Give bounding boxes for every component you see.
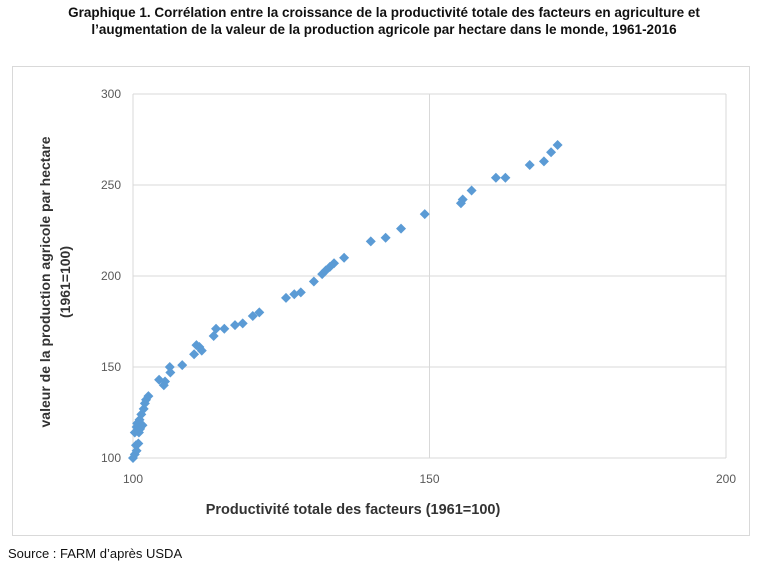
x-axis-label: Productivité totale des facteurs (1961=1… <box>206 502 501 518</box>
data-point <box>158 380 169 391</box>
data-point <box>457 194 468 205</box>
x-tick-label: 200 <box>716 472 736 486</box>
data-point <box>143 391 154 402</box>
data-point <box>189 349 200 360</box>
data-point <box>247 311 258 322</box>
data-point <box>219 323 230 334</box>
chart-title-line-1: Graphique 1. Corrélation entre la croiss… <box>68 5 700 20</box>
data-point <box>396 223 407 234</box>
data-point <box>177 360 188 371</box>
data-point <box>365 236 376 247</box>
y-tick-label: 200 <box>101 269 121 283</box>
source-note: Source : FARM d’après USDA <box>8 546 183 561</box>
y-tick-labels: 100 150 200 250 300 <box>101 87 121 465</box>
x-tick-labels: 100 150 200 <box>123 472 736 486</box>
y-tick-label: 250 <box>101 178 121 192</box>
data-point <box>339 252 350 263</box>
data-points <box>128 139 563 463</box>
gridlines <box>132 93 727 459</box>
y-tick-label: 100 <box>101 451 121 465</box>
data-point <box>133 438 144 449</box>
data-point <box>237 318 248 329</box>
data-point <box>466 185 477 196</box>
data-point <box>329 258 340 269</box>
data-point <box>524 159 535 170</box>
y-tick-label: 150 <box>101 360 121 374</box>
data-point <box>419 209 430 220</box>
y-axis-label-line-1: valeur de la production agricole par hec… <box>37 136 53 427</box>
x-tick-label: 100 <box>123 472 143 486</box>
data-point <box>538 156 549 167</box>
data-point <box>308 276 319 287</box>
data-point <box>546 147 557 158</box>
data-point <box>137 420 148 431</box>
y-axis-label-line-2: (1961=100) <box>57 246 73 318</box>
data-point <box>165 367 176 378</box>
data-point <box>552 139 563 150</box>
data-point <box>196 345 207 356</box>
chart-title-line-2: l’augmentation de la valeur de la produc… <box>91 22 677 37</box>
data-point <box>211 323 222 334</box>
y-tick-label: 300 <box>101 87 121 101</box>
data-point <box>280 292 291 303</box>
x-tick-label: 150 <box>419 472 439 486</box>
data-point <box>380 232 391 243</box>
data-point <box>490 172 501 183</box>
data-point <box>500 172 511 183</box>
data-point <box>229 320 240 331</box>
data-point <box>295 287 306 298</box>
data-point <box>254 307 265 318</box>
chart-title: Graphique 1. Corrélation entre la croiss… <box>0 4 768 38</box>
